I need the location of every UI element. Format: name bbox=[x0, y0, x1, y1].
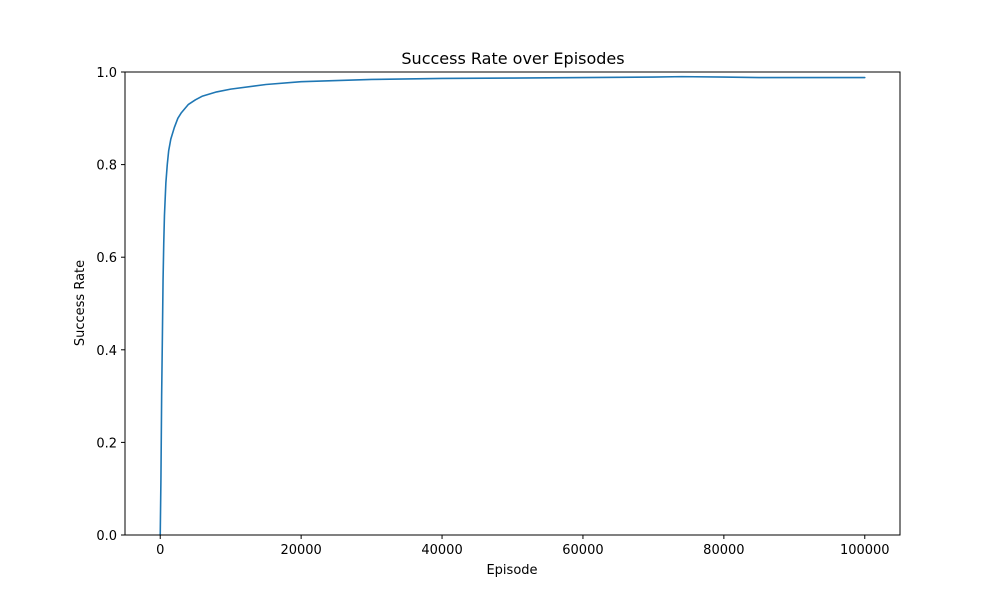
chart-title: Success Rate over Episodes bbox=[401, 49, 624, 68]
y-tick-label: 0.2 bbox=[96, 436, 117, 451]
y-tick-label: 0.6 bbox=[96, 251, 117, 266]
x-tick-label: 100000 bbox=[840, 543, 890, 558]
x-axis-ticks: 0 20000 40000 60000 80000 100000 bbox=[156, 535, 890, 558]
x-axis-label: Episode bbox=[486, 563, 537, 578]
y-tick-label: 1.0 bbox=[96, 66, 117, 81]
axes-frame bbox=[124, 71, 901, 536]
x-tick-label: 80000 bbox=[703, 543, 744, 558]
series-line bbox=[159, 75, 866, 536]
y-axis-label: Success Rate bbox=[73, 260, 88, 346]
y-tick-label: 0.4 bbox=[96, 344, 117, 359]
y-tick-label: 0.0 bbox=[96, 529, 117, 544]
y-axis-ticks: 0.0 0.2 0.4 0.6 0.8 1.0 bbox=[96, 66, 125, 544]
x-tick-label: 0 bbox=[156, 543, 164, 558]
x-tick-label: 40000 bbox=[421, 543, 462, 558]
x-tick-label: 20000 bbox=[280, 543, 321, 558]
y-tick-label: 0.8 bbox=[96, 159, 117, 174]
x-tick-label: 60000 bbox=[562, 543, 603, 558]
plot-area bbox=[159, 75, 866, 536]
